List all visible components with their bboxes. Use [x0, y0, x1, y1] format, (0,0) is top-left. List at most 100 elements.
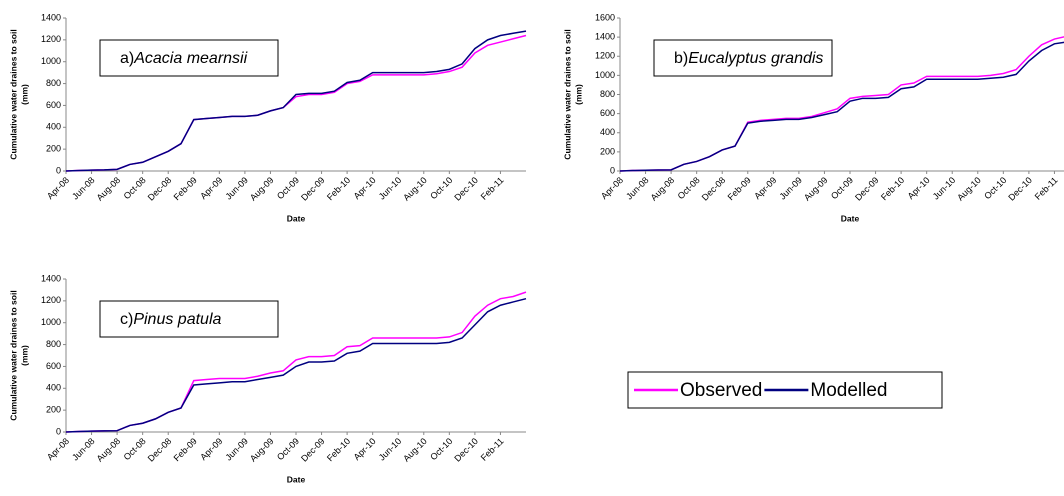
x-tick-label: Jun-08	[624, 175, 651, 202]
x-tick-label: Oct-09	[829, 175, 855, 201]
x-tick-label: Aug-10	[955, 175, 983, 203]
x-tick-label: Apr-10	[352, 436, 378, 462]
x-tick-label: Oct-08	[122, 436, 148, 462]
y-tick-label: 200	[46, 144, 61, 154]
x-tick-label: Feb-10	[879, 175, 906, 202]
series-line	[65, 297, 527, 433]
x-tick-label: Aug-09	[248, 436, 276, 464]
x-tick-label: Feb-10	[325, 175, 352, 202]
species: Acacia mearnsii	[133, 50, 247, 67]
x-tick-label: Jun-09	[223, 175, 250, 202]
y-tick-label: 400	[46, 122, 61, 132]
y-tick-label: 200	[46, 405, 61, 415]
panel-label: b)	[674, 50, 688, 67]
x-tick-label: Jun-10	[377, 436, 404, 463]
y-tick-label: 1200	[41, 295, 61, 305]
y-tick-label: 200	[600, 146, 615, 156]
x-tick-label: Dec-09	[299, 175, 327, 203]
x-tick-label: Aug-09	[248, 175, 276, 203]
y-tick-label: 800	[600, 89, 615, 99]
x-axis-title: Date	[287, 474, 306, 484]
y-tick-label: 800	[46, 78, 61, 88]
x-tick-label: Oct-10	[428, 175, 454, 201]
y-tick-label: 1200	[595, 51, 615, 61]
x-tick-label: Jun-08	[70, 436, 97, 463]
x-tick-label: Aug-08	[95, 175, 123, 203]
y-axis-title: (mm)	[573, 84, 583, 105]
y-axis-title: (mm)	[19, 345, 29, 366]
x-tick-label: Apr-10	[352, 175, 378, 201]
y-tick-label: 1000	[41, 317, 61, 327]
y-tick-label: 600	[46, 100, 61, 110]
y-axis-title: Cumulative water draines to soil	[562, 29, 572, 159]
x-tick-label: Dec-10	[452, 436, 480, 464]
x-tick-label: Feb-11	[479, 436, 506, 463]
x-tick-label: Dec-08	[700, 175, 728, 203]
x-tick-label: Aug-08	[95, 436, 123, 464]
x-tick-label: Oct-10	[428, 436, 454, 462]
x-tick-label: Jun-10	[377, 175, 404, 202]
x-tick-label: Aug-09	[802, 175, 830, 203]
y-tick-label: 1400	[41, 273, 61, 283]
y-tick-label: 400	[46, 383, 61, 393]
x-tick-label: Oct-10	[982, 175, 1008, 201]
x-tick-label: Dec-08	[146, 175, 174, 203]
x-tick-label: Feb-11	[1033, 175, 1060, 202]
legend-label: Observed	[680, 380, 762, 401]
y-tick-label: 0	[56, 165, 61, 175]
panel-label: c)	[120, 311, 133, 328]
x-tick-label: Dec-09	[299, 436, 327, 464]
x-tick-label: Feb-09	[726, 175, 753, 202]
y-tick-label: 1000	[41, 56, 61, 66]
x-tick-label: Apr-09	[198, 436, 224, 462]
y-axis-title: Cumulative water draines to soil	[8, 290, 18, 420]
x-tick-label: Aug-08	[649, 175, 677, 203]
y-axis-title: (mm)	[19, 84, 29, 105]
x-tick-label: Oct-09	[275, 436, 301, 462]
x-tick-label: Oct-08	[676, 175, 702, 201]
title-box	[99, 39, 279, 77]
chart-title: c)Pinus patula	[120, 311, 221, 328]
series-line	[65, 30, 527, 172]
x-tick-label: Apr-08	[599, 175, 625, 201]
y-tick-label: 600	[46, 361, 61, 371]
species: Eucalyptus grandis	[688, 50, 823, 67]
y-tick-label: 0	[610, 165, 615, 175]
x-tick-label: Apr-09	[198, 175, 224, 201]
x-tick-label: Jun-08	[70, 175, 97, 202]
x-tick-label: Apr-10	[906, 175, 932, 201]
y-tick-label: 1400	[595, 32, 615, 42]
legend-label: Modelled	[810, 380, 887, 401]
x-axis-title: Date	[287, 213, 306, 223]
y-tick-label: 400	[600, 127, 615, 137]
species: Pinus patula	[133, 311, 221, 328]
x-tick-label: Jun-10	[931, 175, 958, 202]
y-tick-label: 1200	[41, 34, 61, 44]
x-tick-label: Dec-10	[1006, 175, 1034, 203]
title-box	[653, 39, 833, 77]
y-tick-label: 0	[56, 426, 61, 436]
y-tick-label: 1400	[41, 12, 61, 22]
panel-label: a)	[120, 50, 134, 67]
y-axis-title: Cumulative water draines to soil	[8, 29, 18, 159]
y-tick-label: 1000	[595, 70, 615, 80]
y-tick-label: 1600	[595, 12, 615, 22]
y-tick-label: 600	[600, 108, 615, 118]
x-axis-title: Date	[841, 213, 860, 223]
chart-title: a)Acacia mearnsii	[120, 50, 248, 67]
x-tick-label: Jun-09	[223, 436, 250, 463]
x-tick-label: Dec-10	[452, 175, 480, 203]
x-tick-label: Apr-09	[752, 175, 778, 201]
title-box	[99, 300, 279, 338]
x-tick-label: Jun-09	[777, 175, 804, 202]
x-tick-label: Apr-08	[45, 436, 71, 462]
x-tick-label: Dec-09	[853, 175, 881, 203]
x-tick-label: Oct-09	[275, 175, 301, 201]
y-tick-label: 800	[46, 339, 61, 349]
x-tick-label: Aug-10	[401, 436, 429, 464]
x-tick-label: Dec-08	[146, 436, 174, 464]
x-tick-label: Aug-10	[401, 175, 429, 203]
series-line	[619, 41, 1064, 172]
